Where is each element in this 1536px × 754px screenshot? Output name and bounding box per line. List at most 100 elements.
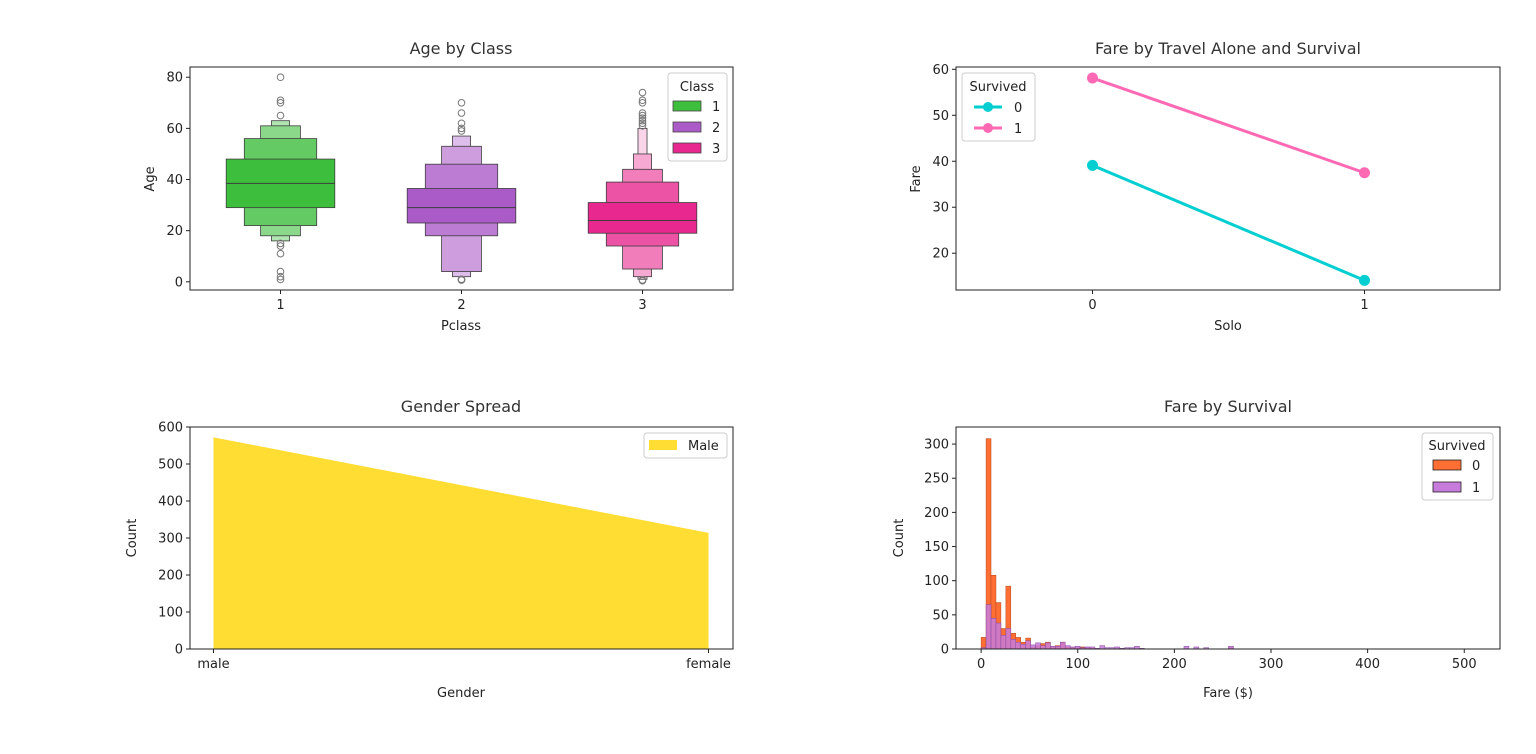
y-tick-label: 300 (924, 438, 949, 453)
legend: Male (643, 432, 728, 459)
series-line-survived-1 (1092, 76, 1365, 175)
outlier-point (276, 249, 285, 258)
legend-box (667, 72, 728, 162)
histogram-bar-survived-1 (1064, 645, 1071, 650)
legend-label: 1 (1472, 481, 1480, 496)
histogram-bar-survived-1 (1045, 642, 1051, 650)
y-tick-label: 0 (175, 643, 183, 658)
outlier-point (276, 275, 285, 284)
y-tick-label: 60 (932, 63, 949, 78)
outlier-point (638, 109, 647, 117)
legend: Class 1 2 3 (667, 72, 728, 162)
plot-area (1087, 72, 1370, 286)
histogram-bar-survived-1 (985, 604, 992, 650)
legend-title: Survived (969, 80, 1026, 95)
legend-marker-survived-1 (983, 123, 993, 133)
axes: 0 100 200 300 400 500 600 male female (158, 421, 731, 673)
legend-label: 3 (712, 142, 720, 157)
legend-title: Class (680, 80, 714, 95)
histogram-bar-survived-1 (1000, 635, 1007, 650)
plot-area (225, 73, 698, 285)
histogram-bar-survived-1 (1035, 642, 1041, 650)
outlier-point (638, 88, 647, 97)
x-axis-label: Pclass (441, 319, 481, 334)
histogram-bar-survived-1 (1099, 645, 1106, 650)
outlier-point (638, 119, 647, 128)
chart-title: Age by Class (410, 39, 513, 58)
gender-area (213, 437, 709, 649)
histogram-bar-survived-1 (1020, 643, 1026, 650)
axes: 20 30 40 50 60 0 1 (932, 63, 1368, 313)
outlier-point (638, 96, 647, 105)
x-tick-label: 500 (1452, 657, 1477, 672)
y-tick-label: 300 (158, 532, 183, 547)
axes: 0 20 40 60 80 1 2 3 (166, 71, 646, 313)
outlier-point (457, 99, 466, 107)
histogram-bar-survived-1 (1005, 628, 1012, 650)
y-tick-label: 100 (924, 574, 949, 589)
point-survived-1 (1359, 167, 1370, 179)
outlier-point (457, 124, 466, 133)
y-tick-label: 600 (158, 421, 183, 436)
y-tick-label: 40 (166, 173, 183, 188)
x-tick-label: 1 (276, 298, 284, 313)
y-tick-label: 400 (158, 495, 183, 510)
x-axis-label: Fare ($) (1203, 686, 1253, 701)
legend-label: 1 (712, 100, 720, 115)
outlier-point (276, 242, 285, 250)
legend: Survived 0 1 (961, 72, 1036, 142)
y-axis-label: Count (892, 519, 907, 558)
x-tick-label: 0 (977, 657, 985, 672)
legend-swatch-survived-0 (1432, 459, 1462, 471)
outlier-point (457, 119, 466, 128)
chart-title: Gender Spread (401, 397, 521, 416)
outlier-point (457, 109, 466, 117)
point-survived-0 (1087, 159, 1098, 171)
legend-label: 0 (1472, 459, 1480, 474)
plot-area (980, 438, 1234, 650)
y-axis-label: Count (125, 519, 140, 558)
outlier-point (276, 239, 285, 248)
histogram-bar-survived-1 (1015, 641, 1021, 650)
x-tick-label: 300 (1259, 657, 1284, 672)
outlier-point (638, 116, 647, 125)
age-by-class-chart: Age by Class 0 20 40 60 80 1 2 3 Pclass Age Cla… (143, 39, 734, 334)
chart-title: Fare by Travel Alone and Survival (1095, 39, 1361, 58)
legend-marker-survived-0 (983, 102, 993, 112)
outlier-point (276, 272, 285, 281)
legend-label: 0 (1014, 101, 1022, 116)
histogram-bar-survived-1 (1060, 641, 1066, 650)
plot-area (213, 437, 709, 649)
x-tick-label: 0 (1088, 298, 1096, 313)
y-tick-label: 50 (932, 109, 949, 124)
y-tick-label: 0 (941, 643, 949, 658)
legend-label: 1 (1014, 122, 1022, 137)
legend-box (643, 432, 728, 459)
legend: Survived 0 1 (1421, 432, 1494, 501)
outlier-point (276, 99, 285, 107)
outlier-point (457, 276, 466, 284)
legend-swatch-class-1 (672, 100, 702, 112)
histogram-bar-survived-1 (995, 622, 1002, 650)
y-tick-label: 0 (175, 275, 183, 290)
fare-by-survival-chart: Fare by Survival 0 50 100 150 200 250 300 0 100 2… (892, 397, 1501, 701)
gender-spread-chart: Gender Spread 0 100 200 300 400 500 600 male fem… (125, 397, 734, 701)
x-tick-label: male (197, 657, 229, 672)
outlier-point (457, 127, 466, 135)
outlier-point (638, 111, 647, 120)
y-tick-label: 200 (158, 569, 183, 584)
y-tick-label: 150 (924, 540, 949, 555)
outlier-point (276, 96, 285, 105)
y-tick-label: 80 (166, 71, 183, 86)
y-axis-label: Age (143, 166, 158, 191)
outlier-point (276, 73, 285, 82)
outlier-point (638, 122, 647, 130)
outlier-point (638, 99, 647, 107)
axes-frame (955, 426, 1501, 650)
boxen-level-class-2 (406, 188, 517, 224)
y-tick-label: 50 (932, 608, 949, 623)
y-tick-label: 200 (924, 506, 949, 521)
boxen-level-class-3 (587, 202, 698, 234)
y-tick-label: 20 (932, 247, 949, 262)
